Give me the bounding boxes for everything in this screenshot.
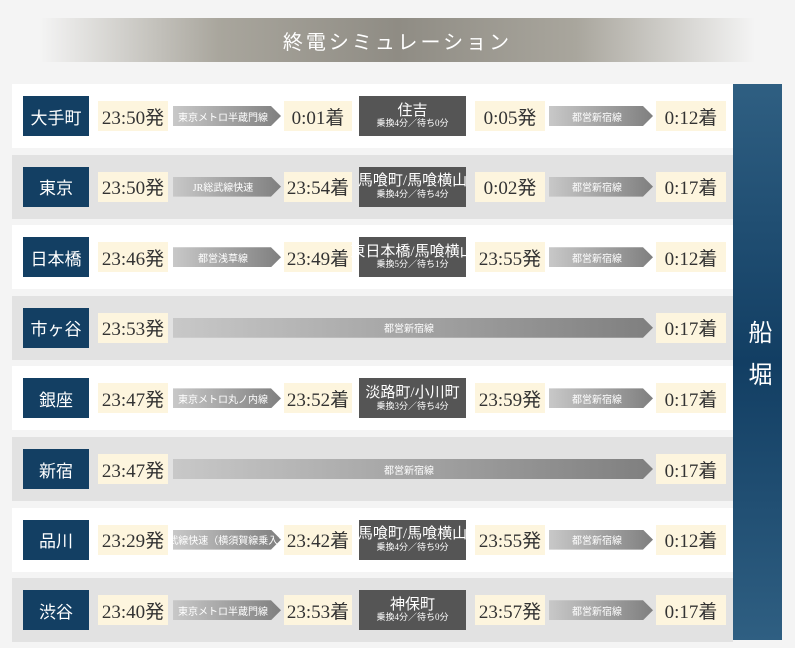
depart-time: 23:29発 bbox=[98, 524, 168, 555]
arrive-time-2: 0:17着 bbox=[656, 595, 726, 626]
arrive-time: 0:01着 bbox=[284, 101, 352, 131]
arrive-time: 23:54着 bbox=[284, 171, 352, 202]
depart-time: 23:50発 bbox=[98, 101, 168, 131]
line-arrow-2: 都営新宿線 bbox=[549, 177, 653, 197]
arrive-time-2: 0:12着 bbox=[656, 101, 726, 131]
transfer-box: 馬喰町/馬喰横山 乗換4分／待ち4分 bbox=[357, 166, 468, 207]
arrive-time-2: 0:17着 bbox=[656, 171, 726, 202]
line-arrow-2: 都営新宿線 bbox=[549, 530, 653, 550]
arrive-time: 23:49着 bbox=[284, 242, 352, 273]
line-arrow-2: 都営新宿線 bbox=[549, 106, 653, 126]
arrive-time-2: 0:12着 bbox=[656, 242, 726, 273]
line-arrow: JR総武線快速（横須賀線乗入れ） bbox=[173, 530, 281, 550]
depart-time-2: 23:55発 bbox=[475, 242, 545, 273]
depart-time-2: 0:05発 bbox=[475, 101, 545, 131]
transfer-station: 馬喰町/馬喰横山 bbox=[357, 173, 468, 190]
station-box: 市ヶ谷 bbox=[23, 307, 89, 348]
station-box: 渋谷 bbox=[23, 590, 89, 631]
transfer-box: 神保町 乗換4分／待ち0分 bbox=[359, 590, 466, 631]
transfer-note: 乗換5分／待ち1分 bbox=[376, 259, 449, 270]
depart-time: 23:47発 bbox=[98, 383, 168, 414]
transfer-note: 乗換4分／待ち4分 bbox=[376, 188, 449, 199]
line-arrow-2: 都営新宿線 bbox=[549, 388, 653, 408]
arrive-time-2: 0:12着 bbox=[656, 524, 726, 555]
station-box: 日本橋 bbox=[23, 237, 89, 278]
line-arrow: 東京メトロ半蔵門線 bbox=[173, 106, 281, 126]
line-arrow: JR総武線快速 bbox=[173, 177, 281, 197]
transfer-note: 乗換4分／待ち0分 bbox=[376, 612, 449, 623]
title-bar: 終電シミュレーション bbox=[40, 18, 755, 62]
depart-time: 23:53発 bbox=[98, 312, 168, 343]
depart-time-2: 23:55発 bbox=[475, 524, 545, 555]
transfer-station: 馬喰町/馬喰横山 bbox=[357, 526, 468, 543]
line-arrow-2: 都営新宿線 bbox=[549, 600, 653, 620]
station-box: 銀座 bbox=[23, 378, 89, 419]
depart-time-2: 23:59発 bbox=[475, 383, 545, 414]
transfer-box: 東日本橋/馬喰横山 乗換5分／待ち1分 bbox=[350, 237, 475, 278]
line-arrow-2: 都営新宿線 bbox=[549, 247, 653, 267]
depart-time-2: 0:02発 bbox=[475, 171, 545, 202]
transfer-station: 住吉 bbox=[397, 102, 428, 119]
transfer-box: 馬喰町/馬喰横山 乗換4分／待ち9分 bbox=[357, 519, 468, 560]
depart-time: 23:40発 bbox=[98, 595, 168, 626]
transfer-box: 住吉 乗換4分／待ち0分 bbox=[359, 96, 466, 136]
arrive-time: 23:53着 bbox=[284, 595, 352, 626]
transfer-station: 淡路町/小川町 bbox=[365, 385, 460, 402]
arrive-time: 23:42着 bbox=[284, 524, 352, 555]
depart-time-2: 23:57発 bbox=[475, 595, 545, 626]
station-box: 東京 bbox=[23, 166, 89, 207]
transfer-note: 乗換4分／待ち9分 bbox=[376, 541, 449, 552]
transfer-station: 神保町 bbox=[389, 596, 435, 613]
line-arrow: 東京メトロ半蔵門線 bbox=[173, 600, 281, 620]
depart-time: 23:46発 bbox=[98, 242, 168, 273]
transfer-note: 乗換3分／待ち4分 bbox=[376, 400, 449, 411]
arrive-time: 0:17着 bbox=[656, 312, 726, 343]
station-box: 新宿 bbox=[23, 449, 89, 489]
depart-time: 23:50発 bbox=[98, 171, 168, 202]
destination-bar: 船堀 bbox=[733, 84, 782, 640]
station-box: 大手町 bbox=[23, 96, 89, 136]
depart-time: 23:47発 bbox=[98, 454, 168, 484]
station-box: 品川 bbox=[23, 519, 89, 560]
arrive-time: 0:17着 bbox=[656, 454, 726, 484]
transfer-box: 淡路町/小川町 乗換3分／待ち4分 bbox=[359, 378, 466, 419]
arrive-time-2: 0:17着 bbox=[656, 383, 726, 414]
line-arrow: 東京メトロ丸ノ内線 bbox=[173, 388, 281, 408]
transfer-station: 東日本橋/馬喰横山 bbox=[350, 243, 475, 260]
line-arrow: 都営新宿線 bbox=[173, 318, 653, 338]
arrive-time: 23:52着 bbox=[284, 383, 352, 414]
line-arrow: 都営新宿線 bbox=[173, 459, 653, 479]
line-arrow: 都営浅草線 bbox=[173, 247, 281, 267]
transfer-note: 乗換4分／待ち0分 bbox=[376, 118, 449, 129]
